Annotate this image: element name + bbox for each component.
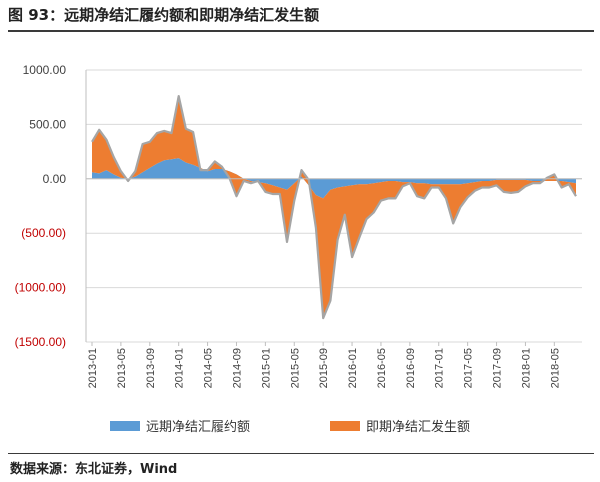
x-axis: 2013-01 2013-05 2013-09 2014-01 2014-05 2014-… — [86, 178, 582, 388]
y-tick-label: (1500.00) — [15, 335, 66, 349]
y-tick-label: (500.00) — [21, 226, 66, 240]
x-tick-label: 2018-01 — [520, 348, 532, 388]
x-tick-label: 2016-09 — [405, 348, 417, 388]
y-tick-label: 500.00 — [29, 117, 66, 131]
y-tick-label: 1000.00 — [23, 63, 67, 77]
x-tick-label: 2014-01 — [174, 348, 186, 388]
x-tick-label: 2014-05 — [203, 348, 215, 388]
legend-item-spot: 即期净结汇发生额 — [330, 416, 470, 435]
x-tick-label: 2015-01 — [260, 348, 272, 388]
x-tick-label: 2017-09 — [492, 348, 504, 388]
legend-swatch-forward — [110, 420, 140, 431]
y-axis: 1000.00 500.00 0.00 (500.00) (1000.00) (1500.… — [15, 63, 67, 349]
area-series-spot — [92, 96, 576, 319]
x-tick-label: 2013-09 — [145, 348, 157, 388]
y-tick-label: (1000.00) — [15, 281, 66, 295]
legend-label-forward: 远期净结汇履约额 — [146, 420, 251, 435]
legend-label-spot: 即期净结汇发生额 — [366, 420, 471, 435]
x-tick-label: 2015-05 — [289, 348, 301, 388]
x-tick-label: 2017-05 — [463, 348, 475, 388]
x-tick-label: 2016-05 — [376, 348, 388, 388]
footer-divider — [8, 453, 594, 454]
area-series-forward — [92, 158, 576, 199]
x-tick-label: 2013-01 — [87, 348, 99, 388]
data-source: 数据来源：东北证券，Wind — [10, 462, 178, 477]
x-tick-label: 2017-01 — [434, 348, 446, 388]
area-chart: 1000.00 500.00 0.00 (500.00) (1000.00) (1500.… — [15, 63, 582, 388]
legend: 远期净结汇履约额 即期净结汇发生额 — [0, 416, 600, 440]
area-outline — [91, 95, 577, 320]
x-tick-label: 2015-09 — [318, 348, 330, 388]
x-tick-label: 2014-09 — [231, 348, 243, 388]
chart-title: 图 93：远期净结汇履约额和即期净结汇发生额 — [8, 6, 320, 24]
x-tick-label: 2016-01 — [347, 348, 359, 388]
plot-areas — [91, 95, 577, 320]
y-tick-label: 0.00 — [43, 172, 67, 186]
legend-item-forward: 远期净结汇履约额 — [110, 416, 250, 435]
title-divider — [8, 30, 594, 32]
legend-swatch-spot — [330, 420, 360, 431]
x-tick-label: 2013-05 — [116, 348, 128, 388]
x-tick-label: 2018-05 — [549, 348, 561, 388]
